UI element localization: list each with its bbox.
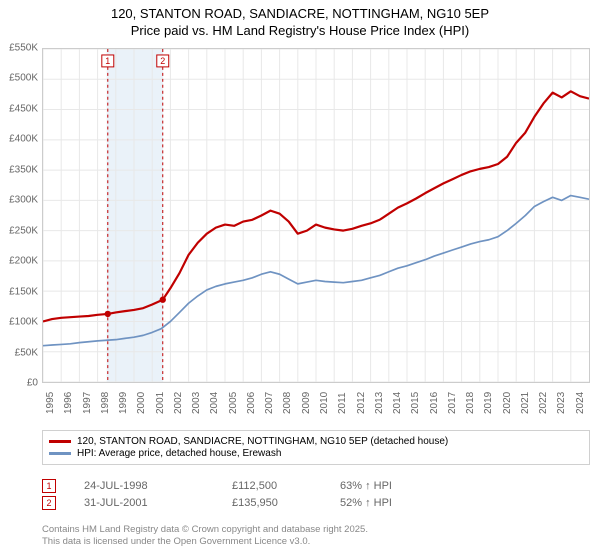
y-tick-label: £0 <box>27 378 38 389</box>
sale-badge: 1 <box>42 479 56 493</box>
plot-svg: 12 <box>43 49 589 382</box>
x-tick-label: 2008 <box>282 392 293 414</box>
x-tick-label: 2007 <box>264 392 275 414</box>
x-tick-label: 2018 <box>465 392 476 414</box>
title-line-1: 120, STANTON ROAD, SANDIACRE, NOTTINGHAM… <box>0 6 600 23</box>
sale-price: £112,500 <box>232 480 312 492</box>
x-tick-label: 1998 <box>100 392 111 414</box>
y-tick-label: £500K <box>9 73 38 84</box>
x-tick-label: 2005 <box>228 392 239 414</box>
sales-table: 1 24-JUL-1998 £112,500 63% ↑ HPI 2 31-JUL-200… <box>42 476 590 513</box>
sale-pct: 52% ↑ HPI <box>340 497 392 509</box>
y-tick-label: £300K <box>9 195 38 206</box>
x-tick-label: 2000 <box>136 392 147 414</box>
svg-text:2: 2 <box>160 56 165 66</box>
x-tick-label: 2004 <box>209 392 220 414</box>
chart-title: 120, STANTON ROAD, SANDIACRE, NOTTINGHAM… <box>0 0 600 40</box>
x-tick-label: 2011 <box>337 392 348 414</box>
attribution-line-1: Contains HM Land Registry data © Crown c… <box>42 524 590 536</box>
x-tick-label: 1999 <box>118 392 129 414</box>
x-tick-label: 2023 <box>556 392 567 414</box>
x-tick-label: 2015 <box>410 392 421 414</box>
x-tick-label: 1995 <box>45 392 56 414</box>
y-tick-label: £50K <box>15 347 38 358</box>
sale-date: 31-JUL-2001 <box>84 497 204 509</box>
plot-area: 12 <box>42 48 590 383</box>
x-tick-label: 2016 <box>429 392 440 414</box>
y-tick-label: £350K <box>9 164 38 175</box>
x-tick-label: 2024 <box>575 392 586 414</box>
x-tick-label: 2013 <box>374 392 385 414</box>
legend: 120, STANTON ROAD, SANDIACRE, NOTTINGHAM… <box>42 430 590 465</box>
y-tick-label: £450K <box>9 103 38 114</box>
legend-item: 120, STANTON ROAD, SANDIACRE, NOTTINGHAM… <box>49 436 583 447</box>
legend-label: HPI: Average price, detached house, Erew… <box>77 448 281 459</box>
x-tick-label: 1996 <box>63 392 74 414</box>
x-tick-label: 2010 <box>319 392 330 414</box>
sale-price: £135,950 <box>232 497 312 509</box>
y-axis-labels: £0£50K£100K£150K£200K£250K£300K£350K£400… <box>0 48 40 383</box>
x-tick-label: 1997 <box>82 392 93 414</box>
x-axis-labels: 1995 1996 1997 1998 1999 2000 2001 2002 2003 2004… <box>42 386 590 426</box>
x-tick-label: 2001 <box>155 392 166 414</box>
x-tick-label: 2012 <box>356 392 367 414</box>
y-tick-label: £400K <box>9 134 38 145</box>
legend-swatch <box>49 452 71 454</box>
attribution-line-2: This data is licensed under the Open Gov… <box>42 536 590 548</box>
legend-swatch <box>49 440 71 442</box>
y-tick-label: £550K <box>9 43 38 54</box>
legend-label: 120, STANTON ROAD, SANDIACRE, NOTTINGHAM… <box>77 436 448 447</box>
svg-text:1: 1 <box>105 56 110 66</box>
x-tick-label: 2021 <box>520 392 531 414</box>
x-tick-label: 2019 <box>483 392 494 414</box>
title-line-2: Price paid vs. HM Land Registry's House … <box>0 23 600 40</box>
sale-row: 1 24-JUL-1998 £112,500 63% ↑ HPI <box>42 479 590 493</box>
x-tick-label: 2017 <box>447 392 458 414</box>
sale-badge: 2 <box>42 496 56 510</box>
sale-date: 24-JUL-1998 <box>84 480 204 492</box>
y-tick-label: £200K <box>9 256 38 267</box>
x-tick-label: 2002 <box>173 392 184 414</box>
y-tick-label: £100K <box>9 317 38 328</box>
y-tick-label: £150K <box>9 286 38 297</box>
x-tick-label: 2003 <box>191 392 202 414</box>
legend-item: HPI: Average price, detached house, Erew… <box>49 448 583 459</box>
sale-row: 2 31-JUL-2001 £135,950 52% ↑ HPI <box>42 496 590 510</box>
x-tick-label: 2009 <box>301 392 312 414</box>
x-tick-label: 2020 <box>502 392 513 414</box>
sale-pct: 63% ↑ HPI <box>340 480 392 492</box>
attribution: Contains HM Land Registry data © Crown c… <box>42 524 590 549</box>
chart-container: 120, STANTON ROAD, SANDIACRE, NOTTINGHAM… <box>0 0 600 560</box>
x-tick-label: 2014 <box>392 392 403 414</box>
x-tick-label: 2022 <box>538 392 549 414</box>
y-tick-label: £250K <box>9 225 38 236</box>
x-tick-label: 2006 <box>246 392 257 414</box>
